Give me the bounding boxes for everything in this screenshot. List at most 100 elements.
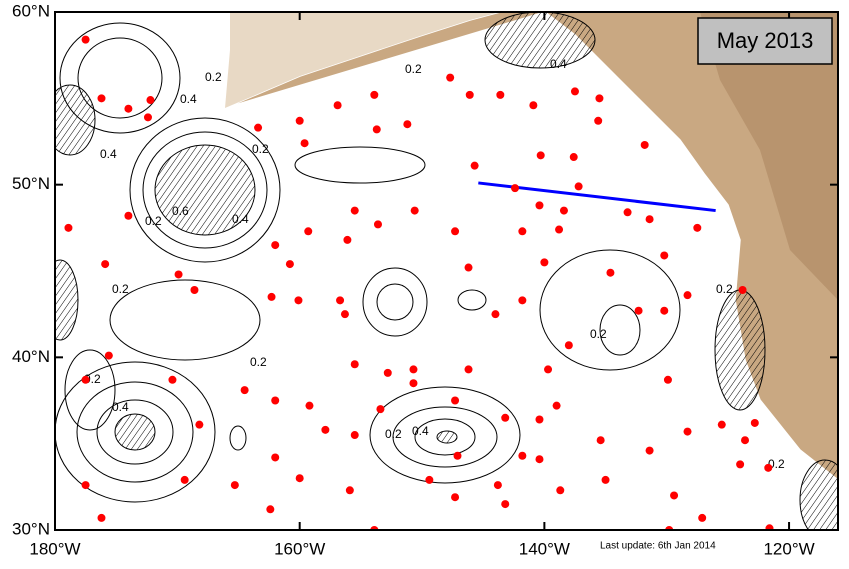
float xyxy=(465,90,474,99)
float xyxy=(536,151,545,160)
float xyxy=(410,206,419,215)
float xyxy=(373,220,382,229)
float xyxy=(750,418,759,427)
float xyxy=(295,474,304,483)
contour xyxy=(539,249,681,371)
float xyxy=(146,96,155,105)
float xyxy=(535,455,544,464)
contour-label: 0.4 xyxy=(550,57,567,71)
float xyxy=(501,500,510,509)
float xyxy=(180,475,189,484)
float xyxy=(518,227,527,236)
float xyxy=(101,260,110,269)
contour xyxy=(457,289,487,311)
float xyxy=(168,375,177,384)
contour xyxy=(362,267,428,337)
float xyxy=(606,268,615,277)
y-tick-label: 50°N xyxy=(12,174,50,193)
float xyxy=(741,436,750,445)
float xyxy=(623,208,632,217)
float xyxy=(451,396,460,405)
float xyxy=(321,425,330,434)
x-tick-label: 160°W xyxy=(274,539,325,558)
float xyxy=(501,413,510,422)
float xyxy=(97,513,106,522)
float xyxy=(601,475,610,484)
frame xyxy=(54,11,839,531)
float xyxy=(271,241,280,250)
float xyxy=(64,223,73,232)
float xyxy=(736,460,745,469)
float xyxy=(496,90,505,99)
float xyxy=(409,365,418,374)
float xyxy=(564,341,573,350)
float xyxy=(594,116,603,125)
footer: Last update: 6th Jan 2014 xyxy=(600,541,716,552)
float xyxy=(683,427,692,436)
land-alaska xyxy=(225,12,500,108)
map-background: 0.2 0.4 0.2 0.4 0.6 0.4 0.2 0.2 0.2 0.2 … xyxy=(55,12,838,530)
contour-label: 0.4 xyxy=(232,212,249,226)
float xyxy=(738,285,747,294)
contour xyxy=(392,406,498,468)
float xyxy=(663,375,672,384)
title-box xyxy=(697,17,833,65)
contour xyxy=(414,418,476,456)
float xyxy=(124,104,133,113)
contour xyxy=(59,22,181,134)
float xyxy=(143,113,152,122)
contour-hatched xyxy=(55,259,79,341)
float xyxy=(446,73,455,82)
float xyxy=(559,206,568,215)
contour-hatched xyxy=(55,84,96,156)
float xyxy=(295,116,304,125)
float xyxy=(464,263,473,272)
land xyxy=(224,12,838,481)
float xyxy=(529,101,538,110)
float xyxy=(340,310,349,319)
contour xyxy=(77,37,163,119)
float xyxy=(370,90,379,99)
float xyxy=(640,140,649,149)
y-tick-label: 30°N xyxy=(12,519,50,538)
contour xyxy=(109,279,261,361)
float xyxy=(271,453,280,462)
land-interior xyxy=(700,12,838,300)
y-tick-label: 40°N xyxy=(12,347,50,366)
contour-label: 0.2 xyxy=(590,327,607,341)
x-tick-label: 120°W xyxy=(763,539,814,558)
contour-hatched xyxy=(799,459,838,530)
float xyxy=(451,493,460,502)
float xyxy=(230,481,239,490)
axes: 180°W 160°W 140°W 120°W 30°N 40°N 50°N 60°N xyxy=(12,1,838,558)
float xyxy=(451,227,460,236)
float xyxy=(343,235,352,244)
float xyxy=(660,306,669,315)
float xyxy=(574,182,583,191)
contour-hatched xyxy=(436,430,458,444)
contour-label: 0.2 xyxy=(385,427,402,441)
contour-label: 0.4 xyxy=(100,147,117,161)
float xyxy=(555,225,564,234)
contour-label: 0.2 xyxy=(112,282,129,296)
contour-label: 0.2 xyxy=(716,282,733,296)
float xyxy=(333,101,342,110)
contour-labels: 0.2 0.4 0.2 0.4 0.6 0.4 0.2 0.2 0.2 0.2 … xyxy=(84,57,785,471)
float xyxy=(81,481,90,490)
float xyxy=(765,524,774,530)
float xyxy=(453,451,462,460)
contour-hatched xyxy=(714,289,766,411)
float xyxy=(305,401,314,410)
float xyxy=(97,94,106,103)
float xyxy=(195,420,204,429)
contour xyxy=(129,117,281,263)
float xyxy=(409,379,418,388)
float xyxy=(535,415,544,424)
marks xyxy=(64,35,774,530)
float xyxy=(300,139,309,148)
float xyxy=(717,420,726,429)
contour-label: 0.2 xyxy=(405,62,422,76)
contour-label: 0.2 xyxy=(145,214,162,228)
float xyxy=(336,296,345,305)
